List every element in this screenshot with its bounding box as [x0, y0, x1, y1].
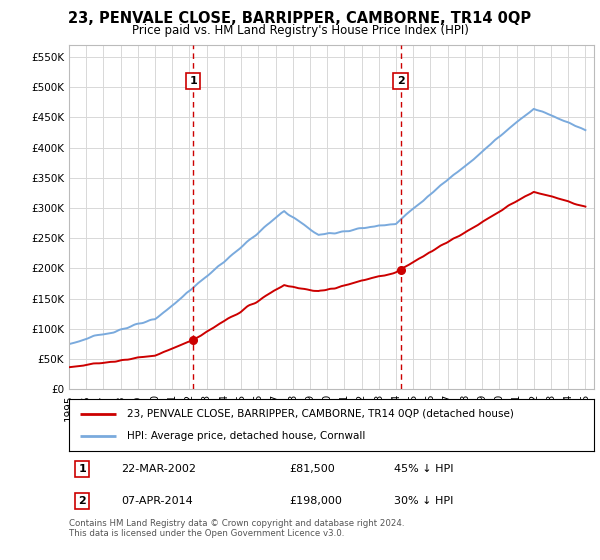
Text: 2: 2: [78, 496, 86, 506]
Text: £198,000: £198,000: [290, 496, 343, 506]
Text: 2: 2: [397, 76, 404, 86]
Text: £81,500: £81,500: [290, 464, 335, 474]
Text: 30% ↓ HPI: 30% ↓ HPI: [395, 496, 454, 506]
Text: 23, PENVALE CLOSE, BARRIPPER, CAMBORNE, TR14 0QP: 23, PENVALE CLOSE, BARRIPPER, CAMBORNE, …: [68, 11, 532, 26]
Text: Price paid vs. HM Land Registry's House Price Index (HPI): Price paid vs. HM Land Registry's House …: [131, 24, 469, 37]
Text: 1: 1: [78, 464, 86, 474]
Text: HPI: Average price, detached house, Cornwall: HPI: Average price, detached house, Corn…: [127, 431, 365, 441]
Text: Contains HM Land Registry data © Crown copyright and database right 2024.
This d: Contains HM Land Registry data © Crown c…: [69, 519, 404, 538]
Text: 23, PENVALE CLOSE, BARRIPPER, CAMBORNE, TR14 0QP (detached house): 23, PENVALE CLOSE, BARRIPPER, CAMBORNE, …: [127, 409, 514, 419]
Text: 1: 1: [190, 76, 197, 86]
Text: 45% ↓ HPI: 45% ↓ HPI: [395, 464, 454, 474]
Text: 22-MAR-2002: 22-MAR-2002: [121, 464, 197, 474]
Text: 07-APR-2014: 07-APR-2014: [121, 496, 193, 506]
